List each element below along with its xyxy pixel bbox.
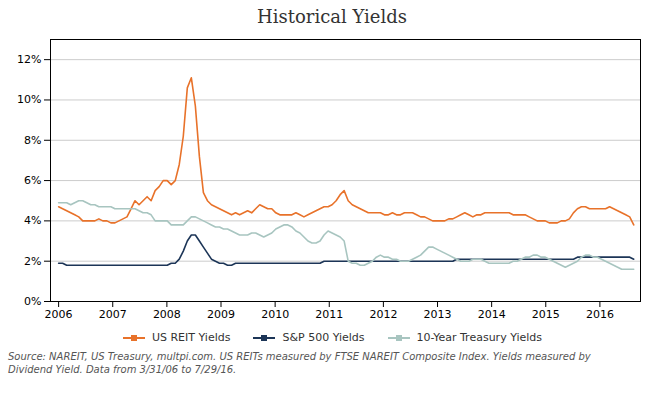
svg-text:2008: 2008 <box>153 308 181 321</box>
svg-text:2009: 2009 <box>207 308 235 321</box>
svg-text:2013: 2013 <box>424 308 452 321</box>
svg-text:0%: 0% <box>24 295 41 308</box>
svg-text:10%: 10% <box>17 93 41 106</box>
svg-text:8%: 8% <box>24 134 41 147</box>
svg-text:2014: 2014 <box>478 308 506 321</box>
svg-text:2011: 2011 <box>315 308 343 321</box>
html-text:Source: NAREIT, US Treasury, m: Source: NAREIT, US Treasury, multpi.com.… <box>8 351 591 375</box>
svg-text:6%: 6% <box>24 174 41 187</box>
html-text:Historical Yields: Historical Yields <box>257 6 407 27</box>
svg-text:2010: 2010 <box>261 308 289 321</box>
svg-text:2006: 2006 <box>45 308 73 321</box>
svg-text:2007: 2007 <box>99 308 127 321</box>
svg-text:12%: 12% <box>17 53 41 66</box>
svg-text:2016: 2016 <box>586 308 614 321</box>
svg-text:4%: 4% <box>24 214 41 227</box>
svg-text:2%: 2% <box>24 255 41 268</box>
html-text:US REIT Yields: US REIT Yields <box>151 331 231 344</box>
svg-text:2012: 2012 <box>369 308 397 321</box>
html-text:S&P 500 Yields: S&P 500 Yields <box>282 331 365 344</box>
svg-text:2015: 2015 <box>532 308 560 321</box>
html-text:10-Year Treasury Yields: 10-Year Treasury Yields <box>416 331 543 344</box>
